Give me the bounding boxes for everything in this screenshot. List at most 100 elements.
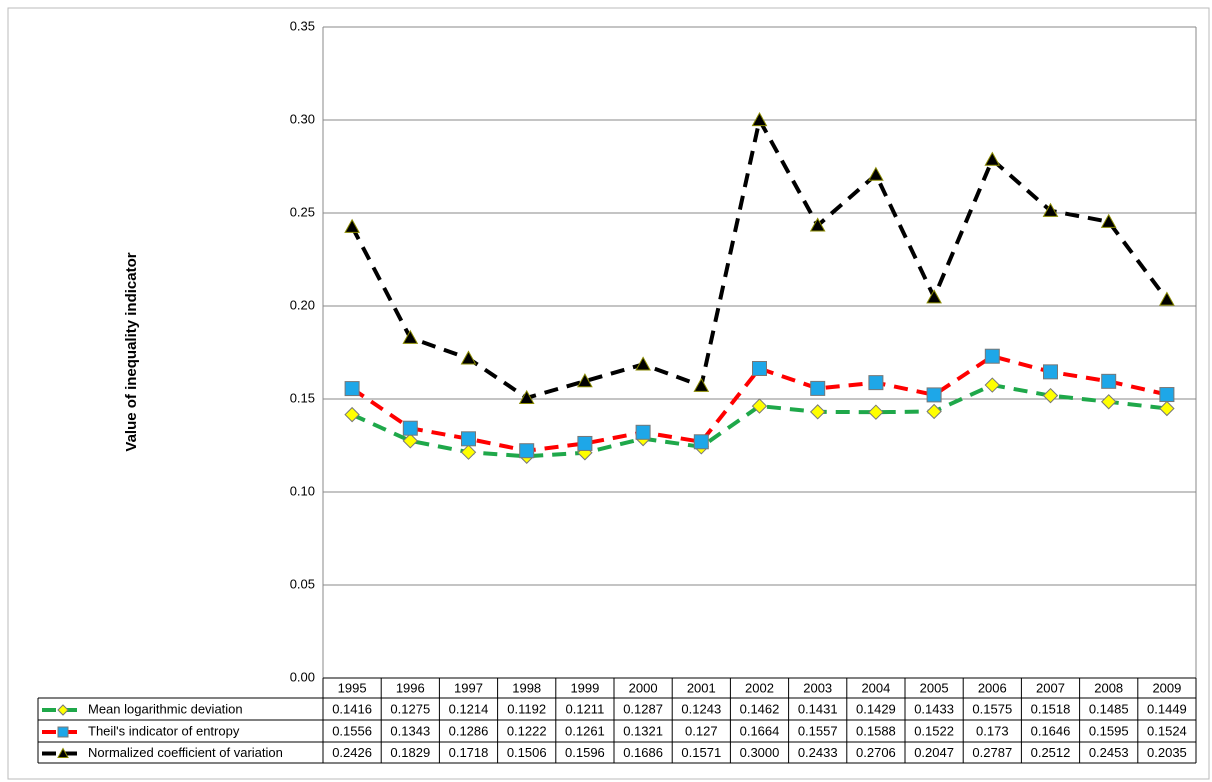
marker — [926, 289, 942, 304]
marker — [868, 404, 884, 420]
marker — [868, 375, 884, 391]
table-value: 0.2706 — [856, 745, 896, 760]
marker — [57, 747, 69, 758]
table-value: 0.1429 — [856, 701, 896, 716]
marker — [1159, 291, 1175, 306]
marker — [344, 218, 360, 233]
table-value: 0.1575 — [972, 701, 1012, 716]
marker — [984, 377, 1001, 393]
x-tick-label: 2005 — [920, 680, 949, 695]
marker — [402, 329, 419, 344]
table-value: 0.1222 — [507, 723, 547, 738]
table-value: 0.1287 — [623, 701, 663, 716]
x-tick-label: 2006 — [978, 680, 1007, 695]
y-tick-label: 0.25 — [290, 204, 315, 219]
table-value: 0.173 — [976, 723, 1009, 738]
table-value: 0.2035 — [1147, 745, 1187, 760]
marker — [635, 424, 651, 440]
marker — [402, 420, 418, 436]
table-value: 0.1343 — [390, 723, 430, 738]
marker — [751, 111, 768, 127]
table-value: 0.1214 — [449, 701, 489, 716]
marker — [344, 381, 360, 397]
table-value: 0.1596 — [565, 745, 605, 760]
x-tick-label: 2001 — [687, 680, 716, 695]
table-value: 0.1449 — [1147, 701, 1187, 716]
legend-label: Normalized coefficient of variation — [88, 745, 283, 760]
y-tick-label: 0.30 — [290, 111, 315, 126]
table-value: 0.1431 — [798, 701, 838, 716]
marker — [518, 389, 535, 404]
table-value: 0.1286 — [449, 723, 489, 738]
marker — [751, 398, 768, 414]
table-value: 0.1588 — [856, 723, 896, 738]
x-tick-label: 1996 — [396, 680, 425, 695]
marker — [519, 443, 535, 459]
table-value: 0.1462 — [740, 701, 780, 716]
legend-label: Mean logarithmic deviation — [88, 701, 243, 716]
table-value: 0.127 — [685, 723, 718, 738]
x-tick-label: 1997 — [454, 680, 483, 695]
table-value: 0.1664 — [740, 723, 780, 738]
y-tick-label: 0.15 — [290, 390, 315, 405]
marker — [1100, 213, 1117, 228]
marker — [577, 435, 593, 451]
marker — [926, 387, 942, 403]
table-value: 0.3000 — [740, 745, 780, 760]
table-value: 0.1506 — [507, 745, 547, 760]
marker — [809, 404, 826, 420]
table-value: 0.1829 — [390, 745, 430, 760]
table-value: 0.1211 — [566, 701, 605, 716]
table-value: 0.1571 — [681, 745, 721, 760]
marker — [693, 377, 710, 392]
table-value: 0.1243 — [681, 701, 721, 716]
marker — [1043, 364, 1058, 380]
table-value: 0.1557 — [798, 723, 838, 738]
marker — [461, 431, 476, 447]
marker — [752, 360, 767, 376]
table-value: 0.1433 — [914, 701, 954, 716]
marker — [577, 373, 593, 388]
marker — [460, 444, 477, 460]
marker — [868, 166, 884, 181]
table-value: 0.1646 — [1031, 723, 1071, 738]
marker — [460, 350, 477, 365]
table-value: 0.2047 — [914, 745, 954, 760]
x-tick-label: 2003 — [803, 680, 832, 695]
series-line — [350, 354, 1168, 453]
y-tick-label: 0.10 — [290, 483, 315, 498]
table-value: 0.1556 — [332, 723, 372, 738]
table-value: 0.1321 — [623, 723, 663, 738]
table-value: 0.2433 — [798, 745, 838, 760]
series-line — [350, 114, 1169, 401]
table-value: 0.1518 — [1031, 701, 1071, 716]
marker — [809, 217, 826, 232]
table-value: 0.1275 — [390, 701, 430, 716]
y-tick-label: 0.00 — [290, 669, 315, 684]
x-tick-label: 2000 — [629, 680, 658, 695]
marker — [810, 380, 826, 396]
x-tick-label: 2002 — [745, 680, 774, 695]
marker — [1159, 400, 1175, 417]
x-tick-label: 2009 — [1152, 680, 1181, 695]
marker — [57, 726, 69, 738]
marker — [57, 704, 69, 716]
marker — [1042, 387, 1059, 404]
marker — [1100, 394, 1117, 410]
marker — [635, 356, 651, 371]
table-value: 0.2512 — [1031, 745, 1071, 760]
marker — [984, 348, 1000, 364]
x-tick-label: 2007 — [1036, 680, 1065, 695]
table-value: 0.1416 — [332, 701, 372, 716]
table-value: 0.1485 — [1089, 701, 1129, 716]
series-line — [351, 382, 1168, 459]
y-tick-label: 0.20 — [290, 297, 315, 312]
x-tick-label: 1998 — [512, 680, 541, 695]
table-value: 0.1192 — [507, 701, 546, 716]
table-value: 0.2453 — [1089, 745, 1129, 760]
table-value: 0.1524 — [1147, 723, 1187, 738]
marker — [984, 151, 1001, 166]
x-tick-label: 1999 — [570, 680, 599, 695]
marker — [1042, 202, 1059, 217]
marker — [693, 434, 709, 450]
